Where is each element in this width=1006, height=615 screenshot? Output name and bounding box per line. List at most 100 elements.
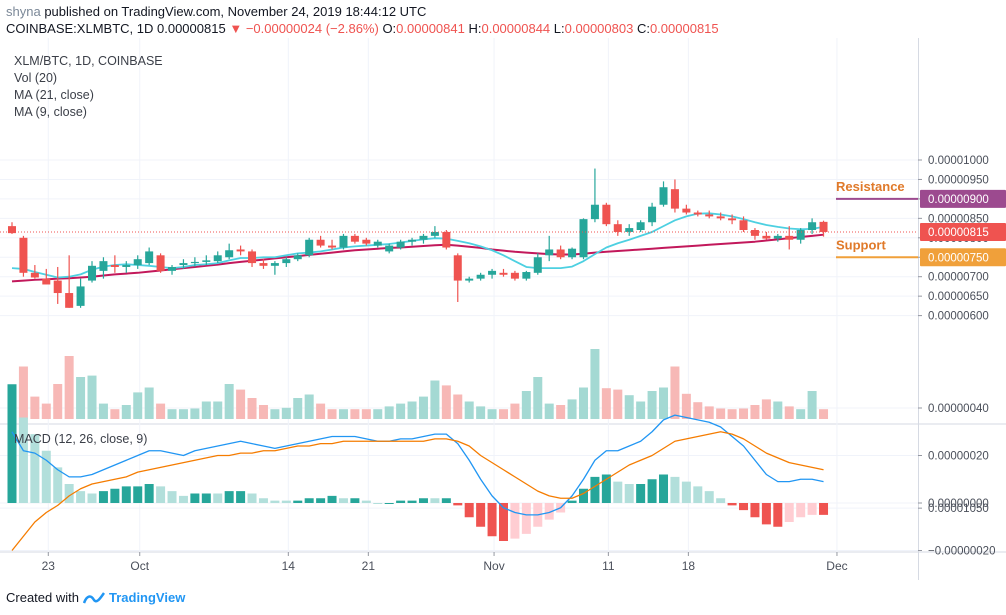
candle-body — [636, 222, 645, 231]
macd-hist-bar — [579, 488, 588, 503]
volume-bar — [178, 409, 188, 419]
author-name[interactable]: shyna — [6, 4, 41, 19]
candle-body — [122, 265, 131, 267]
time-tick-label: Oct — [130, 559, 149, 573]
volume-bar — [304, 394, 314, 419]
high-label: H: — [468, 21, 482, 36]
volume-bar — [30, 396, 40, 419]
time-tick-label: 21 — [362, 559, 376, 573]
tradingview-brand[interactable]: TradingView — [108, 590, 186, 605]
price-pane — [0, 38, 918, 419]
volume-bar — [133, 392, 143, 419]
volume-bar — [293, 398, 303, 419]
volume-bar — [750, 405, 760, 419]
volume-bar — [167, 409, 177, 419]
candle-body — [522, 272, 531, 279]
price-markers: 0.00000900 0.00000750 0.00000815 — [920, 189, 1006, 267]
down-arrow-icon: ▼ — [229, 21, 243, 36]
price-axes: 0.00000600 0.00000650 0.00000700 0.00000750… — [918, 155, 995, 558]
macd-hist-bar — [350, 498, 360, 503]
macd-hist-bar — [727, 503, 737, 506]
macd-hist-bar — [213, 493, 223, 503]
macd-tick-label: 0.00000040 — [928, 403, 989, 415]
candle-body — [796, 230, 805, 240]
created-with-label: Created with — [6, 590, 79, 605]
volume-bar — [624, 395, 634, 419]
publish-line: shyna published on TradingView.com, Nove… — [6, 4, 426, 19]
candle-body — [145, 251, 154, 264]
time-tick-label: Nov — [483, 559, 504, 573]
candle-body — [282, 259, 291, 264]
candle-body — [476, 274, 485, 279]
volume-bar — [807, 391, 817, 419]
volume-bar — [704, 406, 714, 419]
candle-body — [328, 245, 337, 248]
volume-bar — [613, 389, 623, 419]
volume-bar — [567, 399, 577, 419]
candle-body — [350, 235, 359, 242]
macd-hist-bar — [601, 474, 611, 503]
ma21-line — [11, 233, 824, 283]
macd-line — [11, 414, 824, 516]
macd-hist-bar — [293, 500, 303, 503]
price-tick-label: 0.00000850 — [928, 213, 989, 225]
support-resistance-levels: Resistance Support — [0, 179, 918, 259]
macd-hist-bar — [613, 481, 623, 503]
macd-hist-bar — [121, 486, 131, 503]
candle-body — [465, 278, 474, 281]
support-label: Support — [836, 237, 886, 252]
volume-bar — [350, 409, 360, 419]
candle-body — [488, 270, 497, 275]
volume-bar — [510, 403, 520, 419]
volume-bar — [373, 409, 383, 419]
candle-body — [168, 266, 177, 271]
candle-body — [236, 249, 245, 252]
candle-body — [590, 204, 599, 220]
close-label: C: — [636, 21, 650, 36]
candle-body — [42, 278, 51, 285]
macd-tick-label: −0.00000020 — [928, 546, 995, 558]
volume-bar — [716, 408, 726, 419]
symbol-label: COINBASE:XLMBTC, 1D — [6, 21, 154, 36]
volume-bar — [407, 401, 417, 419]
candle-body — [773, 235, 782, 239]
legend-volume[interactable]: Vol (20) — [14, 71, 58, 85]
published-text: published on TradingView.com, November 2… — [44, 4, 427, 19]
candle-body — [419, 235, 428, 240]
volume-bar — [236, 389, 246, 419]
macd-hist-bar — [201, 493, 211, 503]
candle-body — [568, 248, 577, 258]
candle-body — [762, 235, 771, 239]
candle-body — [248, 251, 257, 264]
candle-body — [110, 265, 119, 267]
candle-body — [545, 249, 554, 256]
legend-ma21[interactable]: MA (21, close) — [14, 88, 94, 102]
last-price-marker-text: 0.00000815 — [928, 227, 989, 239]
volume-bar — [258, 405, 268, 419]
volume-bar — [18, 366, 28, 419]
macd-hist-bar — [590, 476, 600, 503]
candle-body — [259, 263, 268, 266]
volume-bar — [579, 387, 588, 419]
legend-macd[interactable]: MACD (12, 26, close, 9) — [14, 432, 148, 446]
chart-legend-title: XLM/BTC, 1D, COINBASE — [14, 54, 163, 68]
macd-hist-bar — [258, 498, 268, 503]
resistance-label: Resistance — [836, 179, 905, 194]
macd-hist-bar — [704, 491, 714, 503]
candle-body — [785, 235, 794, 240]
macd-hist-bar — [361, 500, 371, 503]
macd-hist-bar — [110, 488, 120, 503]
macd-hist-bar — [190, 493, 200, 503]
macd-hist-bar — [476, 503, 486, 527]
macd-hist-bar — [464, 503, 474, 518]
legend-ma9[interactable]: MA (9, close) — [14, 105, 87, 119]
candle-body — [362, 239, 371, 244]
high-value: 0.00000844 — [481, 21, 551, 36]
candle-body — [305, 239, 314, 256]
volume-bar — [338, 409, 348, 419]
macd-hist-bar — [87, 493, 97, 503]
time-tick-label: 11 — [602, 559, 615, 573]
volume-bar — [693, 402, 703, 419]
volume-bar — [590, 349, 600, 419]
volume-bar — [87, 375, 97, 419]
